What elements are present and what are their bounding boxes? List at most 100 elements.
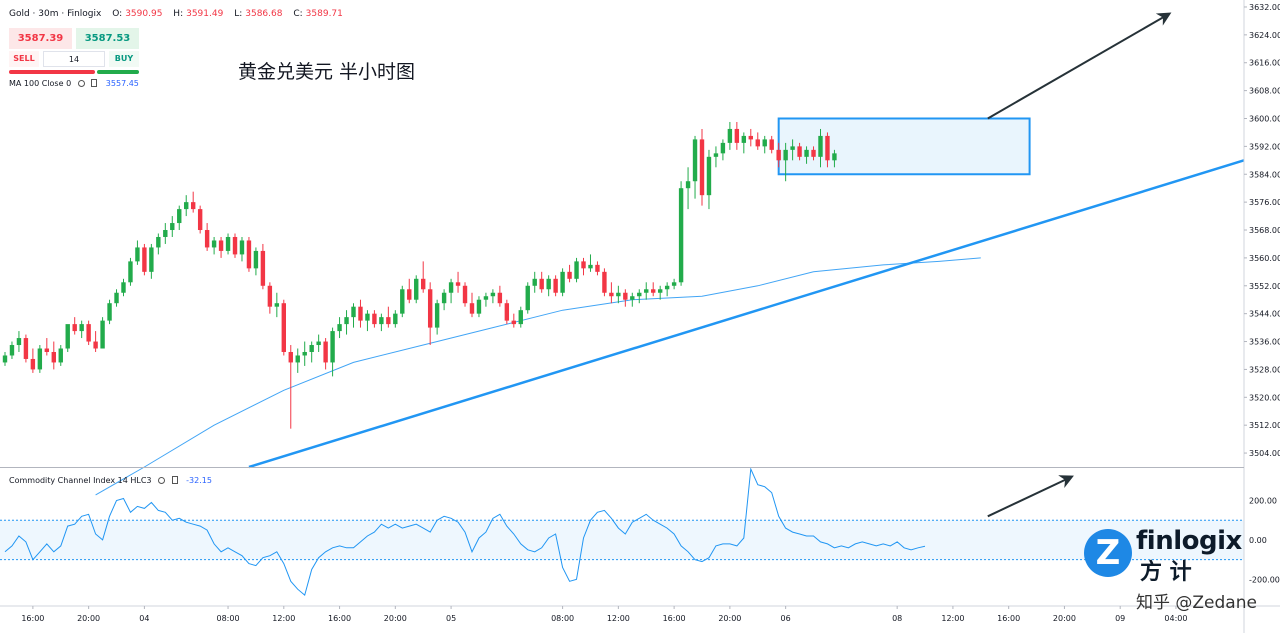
candle[interactable] [623, 289, 628, 307]
candle[interactable] [504, 299, 510, 325]
candle[interactable] [156, 233, 161, 255]
candle[interactable] [400, 285, 405, 318]
candle[interactable] [734, 121, 740, 150]
candle[interactable] [121, 278, 126, 297]
candle[interactable] [281, 299, 286, 356]
candle[interactable] [114, 289, 119, 307]
candle[interactable] [797, 142, 802, 161]
candle[interactable] [769, 135, 774, 154]
candle[interactable] [511, 313, 517, 328]
candle[interactable] [225, 233, 231, 255]
candle[interactable] [469, 292, 475, 318]
candle[interactable] [525, 282, 530, 314]
candle[interactable] [790, 139, 795, 161]
ma-legend-label[interactable]: MA 100 Close 0 [9, 79, 72, 88]
delete-icon[interactable] [91, 79, 98, 87]
candle[interactable] [163, 223, 168, 244]
candle[interactable] [142, 243, 147, 276]
sell-button[interactable]: SELL [9, 51, 39, 67]
candle[interactable] [197, 205, 203, 234]
candle[interactable] [302, 341, 307, 366]
candle[interactable] [678, 181, 684, 286]
candle[interactable] [588, 254, 593, 272]
candle[interactable] [407, 278, 412, 304]
candle[interactable] [692, 135, 698, 199]
candle[interactable] [323, 338, 328, 370]
candle[interactable] [462, 282, 468, 307]
ma-line[interactable] [95, 257, 981, 496]
candle[interactable] [218, 236, 224, 258]
candle[interactable] [825, 132, 830, 168]
candle[interactable] [664, 282, 670, 297]
cci-legend-label[interactable]: Commodity Channel Index 14 HLC3 [9, 476, 152, 485]
candle[interactable] [455, 271, 461, 293]
candle[interactable] [518, 306, 523, 328]
candle[interactable] [762, 135, 767, 154]
candle[interactable] [421, 261, 426, 293]
candle[interactable] [239, 236, 245, 262]
candle[interactable] [184, 195, 189, 217]
candle[interactable] [713, 146, 719, 168]
candle[interactable] [135, 240, 140, 265]
candle[interactable] [637, 289, 642, 304]
candle[interactable] [246, 236, 252, 272]
candle[interactable] [2, 351, 8, 366]
candle[interactable] [23, 334, 29, 363]
candle[interactable] [644, 282, 649, 300]
candle[interactable] [351, 303, 356, 328]
candle[interactable] [414, 275, 419, 304]
consolidation-box[interactable] [777, 117, 1031, 176]
candle[interactable] [483, 292, 489, 307]
candle[interactable] [295, 348, 300, 373]
candle[interactable] [337, 317, 342, 339]
sell-price-button[interactable]: 3587.39 [9, 28, 72, 49]
candle[interactable] [253, 247, 259, 276]
candle[interactable] [128, 257, 133, 286]
candle[interactable] [532, 271, 537, 293]
candle[interactable] [79, 320, 84, 339]
candle[interactable] [204, 223, 210, 251]
candle[interactable] [58, 345, 63, 366]
candle[interactable] [51, 341, 56, 370]
candle[interactable] [706, 149, 712, 210]
candle[interactable] [832, 149, 837, 168]
candle[interactable] [616, 285, 621, 304]
candle[interactable] [755, 132, 760, 150]
candle[interactable] [316, 334, 321, 352]
cci-line[interactable] [4, 467, 926, 596]
candle[interactable] [804, 146, 809, 164]
candle[interactable] [44, 338, 50, 356]
delete-icon[interactable] [171, 476, 178, 484]
up-arrow[interactable] [987, 12, 1172, 120]
candle[interactable] [581, 257, 586, 276]
trendline[interactable] [248, 159, 1245, 469]
candle[interactable] [232, 233, 238, 258]
candle[interactable] [190, 191, 196, 213]
candle[interactable] [539, 271, 544, 293]
settings-icon[interactable] [77, 80, 85, 87]
candle[interactable] [476, 296, 482, 318]
candle[interactable] [441, 289, 447, 311]
candle[interactable] [699, 128, 705, 206]
candle[interactable] [609, 282, 614, 304]
buy-price-button[interactable]: 3587.53 [76, 28, 139, 49]
cci-up-arrow[interactable] [987, 475, 1074, 518]
candle[interactable] [65, 324, 70, 352]
candle[interactable] [657, 285, 663, 300]
candle[interactable] [211, 236, 217, 255]
quantity-input[interactable]: 14 [43, 51, 105, 67]
symbol-label[interactable]: Gold · 30m · Finlogix [9, 9, 102, 19]
candle[interactable] [344, 310, 349, 335]
candle[interactable] [741, 132, 747, 154]
candle[interactable] [776, 142, 781, 168]
candle[interactable] [602, 268, 607, 297]
candle[interactable] [546, 275, 551, 297]
candle[interactable] [497, 285, 503, 307]
candle[interactable] [100, 317, 105, 349]
candle[interactable] [783, 142, 788, 182]
candle[interactable] [386, 306, 391, 328]
candle[interactable] [567, 264, 572, 283]
candle[interactable] [818, 128, 823, 168]
buy-button[interactable]: BUY [109, 51, 139, 67]
